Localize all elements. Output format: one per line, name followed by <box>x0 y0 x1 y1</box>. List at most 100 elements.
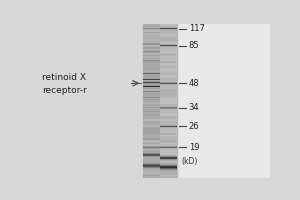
Bar <box>160 157 177 158</box>
Bar <box>160 110 177 112</box>
Bar <box>143 101 160 103</box>
Text: 48: 48 <box>189 79 199 88</box>
Bar <box>160 44 177 45</box>
Bar <box>143 50 160 52</box>
Bar <box>143 44 160 45</box>
Bar <box>143 43 160 44</box>
Bar <box>143 156 160 157</box>
Bar <box>143 59 160 61</box>
Bar <box>143 110 160 112</box>
Bar <box>160 125 177 127</box>
Bar <box>160 168 177 169</box>
Bar <box>143 162 160 163</box>
Bar <box>143 165 160 166</box>
Bar <box>160 167 177 169</box>
Bar <box>160 159 177 160</box>
Bar <box>160 107 177 108</box>
Bar <box>143 136 160 138</box>
Bar <box>143 51 160 53</box>
Bar <box>160 124 177 126</box>
Bar <box>160 58 177 59</box>
Bar <box>160 98 177 99</box>
Bar <box>143 115 160 116</box>
Bar <box>143 152 160 153</box>
Text: 19: 19 <box>189 143 199 152</box>
Bar <box>160 81 177 83</box>
Bar <box>160 128 177 130</box>
Bar <box>143 79 160 80</box>
Bar <box>160 101 177 103</box>
Bar <box>143 122 160 124</box>
Text: receptor-r: receptor-r <box>42 86 87 95</box>
Bar <box>160 84 177 86</box>
Bar <box>160 83 177 84</box>
Bar <box>143 42 160 44</box>
Bar <box>160 38 177 39</box>
Bar <box>143 155 160 156</box>
Bar <box>143 105 160 107</box>
Bar <box>143 145 160 147</box>
Bar <box>160 76 177 78</box>
Bar <box>143 170 160 172</box>
Bar <box>143 173 160 175</box>
Bar <box>143 156 160 158</box>
Bar <box>160 27 177 28</box>
Bar <box>160 167 177 168</box>
Bar <box>160 142 177 144</box>
Bar <box>160 160 177 161</box>
Bar <box>160 153 177 155</box>
Bar <box>143 162 160 163</box>
Bar <box>160 106 177 107</box>
Bar <box>160 161 177 163</box>
Bar <box>160 71 177 73</box>
Bar <box>143 64 160 66</box>
Bar <box>160 61 177 62</box>
Bar <box>160 78 177 79</box>
Bar <box>160 44 177 46</box>
Bar <box>160 75 177 76</box>
Bar <box>160 145 177 147</box>
Bar <box>160 48 177 50</box>
Bar <box>143 166 160 167</box>
Bar <box>143 99 160 101</box>
Bar <box>143 113 160 115</box>
Bar <box>143 68 160 70</box>
Bar <box>160 99 177 101</box>
Bar <box>160 95 177 96</box>
Bar <box>160 24 177 26</box>
Bar <box>143 24 160 178</box>
Bar <box>143 31 160 33</box>
Bar <box>160 133 177 135</box>
Bar <box>143 87 160 88</box>
Bar <box>143 73 160 75</box>
Bar <box>143 154 160 155</box>
Bar <box>160 39 177 41</box>
Bar <box>160 156 177 157</box>
Bar <box>143 165 160 166</box>
Bar <box>143 154 160 155</box>
Bar <box>160 83 177 84</box>
Bar <box>143 164 160 166</box>
Bar <box>160 169 177 170</box>
Bar <box>143 81 160 82</box>
Bar <box>143 34 160 36</box>
Bar <box>160 147 177 149</box>
Bar <box>143 87 160 88</box>
Bar <box>160 107 177 108</box>
Bar <box>143 161 160 163</box>
Bar <box>160 82 177 84</box>
Bar <box>160 56 177 58</box>
Bar <box>143 86 160 87</box>
Bar <box>160 68 177 70</box>
Bar <box>143 161 160 162</box>
Text: 26: 26 <box>189 122 199 131</box>
Bar <box>143 108 160 110</box>
Bar <box>143 153 160 154</box>
Bar <box>160 150 177 152</box>
Bar <box>143 166 160 167</box>
Bar <box>143 70 160 72</box>
Bar <box>160 155 177 156</box>
Bar <box>160 159 177 160</box>
Bar <box>143 75 160 76</box>
Bar <box>143 86 160 87</box>
